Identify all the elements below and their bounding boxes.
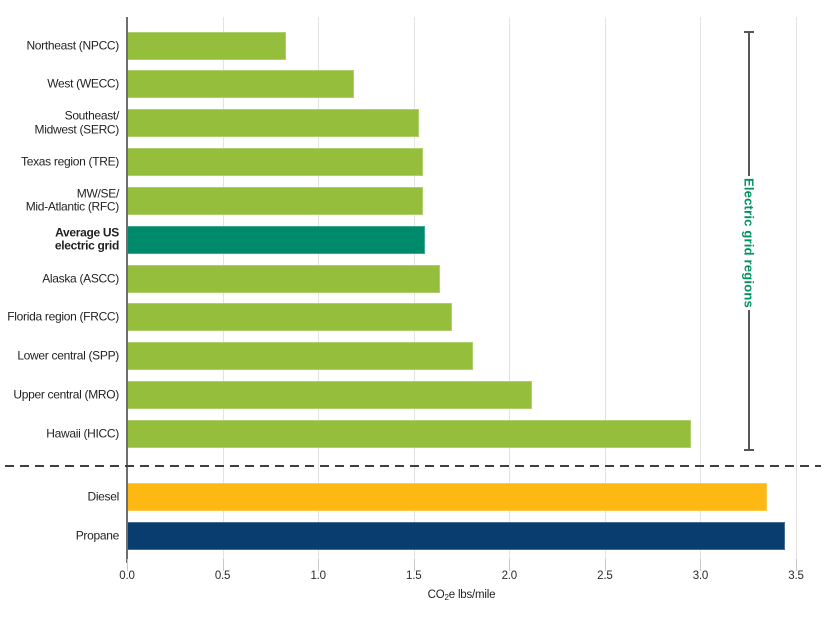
category-label: Southeast/Midwest (SERC) [34,108,120,137]
y-axis-line [126,17,128,563]
category-label: Texas region (TRE) [21,154,119,169]
category-label: Florida region (FRCC) [7,309,119,324]
x-axis-tick-label: 1.5 [406,570,422,582]
x-axis-title-subscript: 2 [444,593,449,602]
category-label: Diesel [87,489,119,504]
bar-average-us-electric-grid [127,225,426,254]
x-axis-tick [317,559,319,571]
bracket-cap-bottom [744,449,754,451]
bar-northeast-npcc- [127,31,286,60]
x-axis-tick-label: 1.0 [310,570,326,582]
x-axis-tick-label: 3.5 [788,570,804,582]
x-axis-tick-label: 3.0 [692,570,709,582]
bar-west-wecc- [127,70,355,99]
gridline [699,17,701,559]
bar-upper-central-mro- [127,381,533,410]
x-axis-tick [604,559,606,571]
category-labels: Northeast (NPCC) West (WECC) Southeast/Mid… [0,0,120,620]
gridline [604,17,606,559]
bracket-segment-bottom [748,310,750,451]
category-label: West (WECC) [47,76,119,91]
category-label: Average US electric grid [54,225,119,253]
x-axis-tick-label: 0.0 [119,570,135,582]
category-label: Northeast (NPCC) [26,37,119,52]
bracket-cap-top [744,31,754,33]
dashed-separator-line [5,465,821,467]
bar-southeast-midwest-serc- [127,109,420,138]
x-axis-tick [126,559,128,571]
electric-grid-regions-label: Electric grid regions [741,178,757,308]
category-label: Upper central (MRO) [13,387,119,402]
x-axis-title: CO2e lbs/mile [127,589,796,602]
category-label: Alaska (ASCC) [42,270,119,285]
x-axis-tick [508,559,510,571]
x-axis-tick-label: 0.5 [214,570,231,582]
bar-mw-se-mid-atlantic-rfc- [127,186,424,215]
bar-texas-region-tre- [127,148,424,177]
bar-propane [127,522,785,550]
bar-hawaii-hicc- [127,420,691,448]
plot-area [127,17,797,559]
category-label: Hawaii (HICC) [46,426,119,441]
gridline [508,17,510,559]
bar-florida-region-frcc- [127,303,452,332]
x-axis-title-suffix: e lbs/mile [448,589,496,601]
category-label: MW/SE/Mid-Atlantic (RFC) [25,186,120,214]
bar-diesel [127,483,768,511]
bar-alaska-ascc- [127,264,441,293]
x-axis-tick [222,559,224,571]
x-axis-tick [699,559,701,571]
category-label: Propane [75,528,120,543]
bracket-segment-top [748,32,750,176]
x-axis-title-prefix: CO [427,589,445,601]
category-label: Lower central (SPP) [17,348,119,363]
x-axis-tick-label: 2.5 [597,570,613,582]
x-axis-tick-label: 2.0 [501,570,518,582]
bar-lower-central-spp- [127,342,473,371]
gridline [795,17,797,559]
x-axis-tick [795,559,797,571]
x-axis-tick [413,559,415,571]
